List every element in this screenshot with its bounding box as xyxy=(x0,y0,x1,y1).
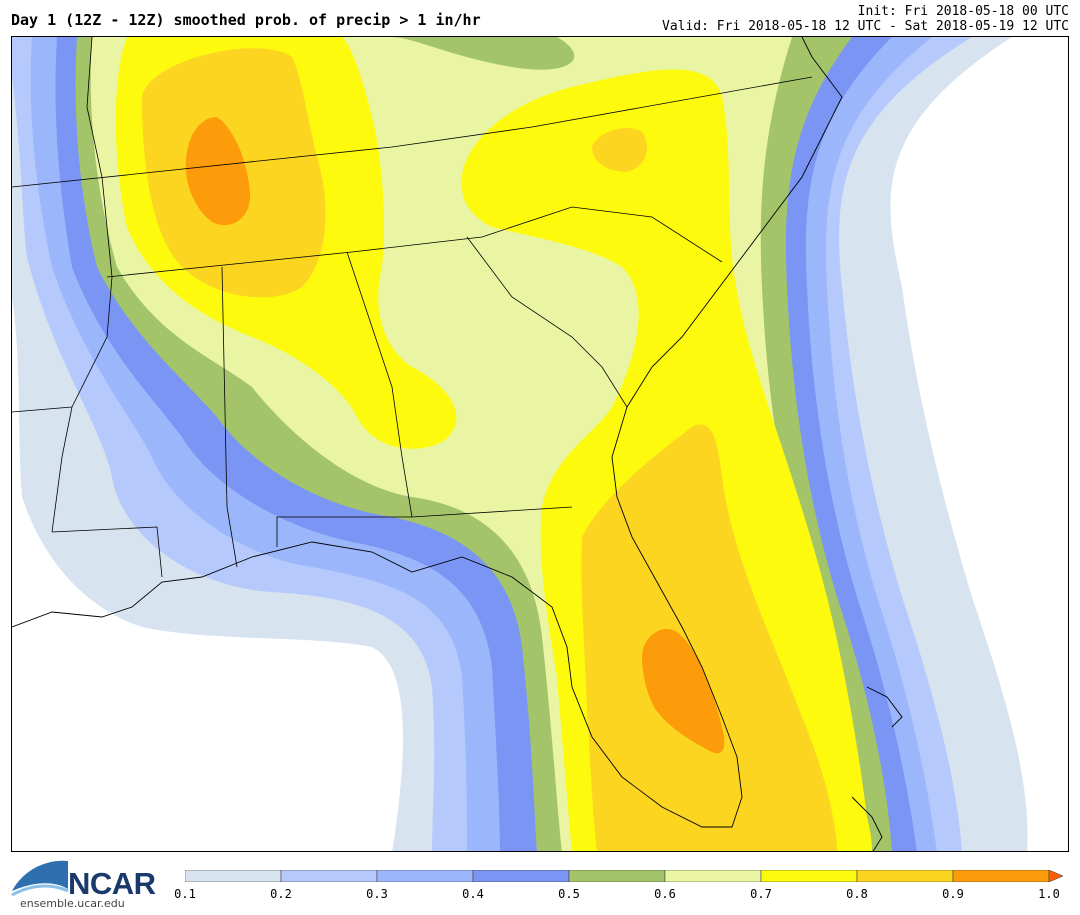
colorbar-bin-0.7 xyxy=(760,870,858,882)
colorbar-tick: 0.6 xyxy=(654,887,676,901)
colorbar-bin-0.1 xyxy=(185,870,282,882)
ensemble-url: ensemble.ucar.edu xyxy=(20,897,125,910)
colorbar-tick: 0.8 xyxy=(846,887,868,901)
colorbar-bin-0.4 xyxy=(472,870,570,882)
init-time: Init: Fri 2018-05-18 00 UTC xyxy=(857,4,1069,19)
ncar-logo-graphic xyxy=(11,860,69,897)
contour-0.8-east xyxy=(592,127,647,172)
colorbar-tick: 0.2 xyxy=(270,887,292,901)
coastline xyxy=(12,37,903,851)
ncar-logo-text: NCAR xyxy=(68,866,156,901)
colorbar-tick: 0.1 xyxy=(174,887,196,901)
map-title: Day 1 (12Z - 12Z) smoothed prob. of prec… xyxy=(11,11,481,29)
colorbar-tick: 1.0 xyxy=(1038,887,1060,901)
colorbar-tick: 0.4 xyxy=(462,887,484,901)
colorbar-tick: 0.7 xyxy=(750,887,772,901)
colorbar-bin-0.3 xyxy=(376,870,474,882)
colorbar-bin-0.2 xyxy=(280,870,378,882)
colorbar-tick: 0.3 xyxy=(366,887,388,901)
contour-0.9-florida xyxy=(642,628,725,754)
colorbar xyxy=(185,870,1063,882)
colorbar-bin-0.8 xyxy=(856,870,954,882)
map-svg xyxy=(12,37,1028,851)
contour-0.8-florida xyxy=(581,424,837,851)
colorbar-arrow xyxy=(1048,870,1063,882)
colorbar-bin-0.5 xyxy=(568,870,666,882)
colorbar-tick: 0.5 xyxy=(558,887,580,901)
contour-0.9-north xyxy=(185,117,251,226)
state-boundaries xyxy=(12,37,813,578)
valid-time: Valid: Fri 2018-05-18 12 UTC - Sat 2018-… xyxy=(662,19,1069,34)
colorbar-tick: 0.9 xyxy=(942,887,964,901)
colorbar-bin-0.6 xyxy=(664,870,762,882)
colorbar-bin-0.9 xyxy=(952,870,1050,882)
probability-map xyxy=(11,36,1069,852)
